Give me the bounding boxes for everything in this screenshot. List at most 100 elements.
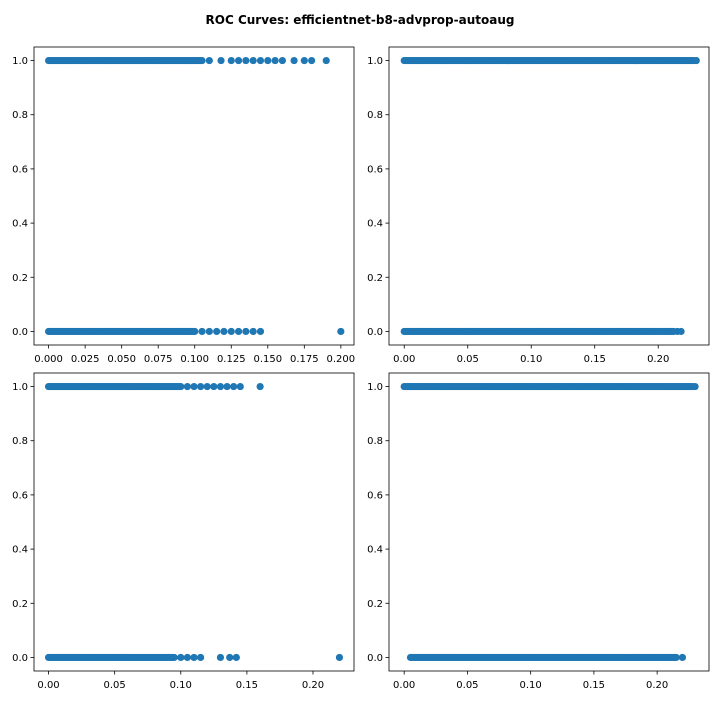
y-tick-label: 0.2 <box>12 273 28 284</box>
x-tick-label: 0.000 <box>34 354 63 365</box>
data-point <box>217 56 225 65</box>
data-point <box>205 327 213 336</box>
subplot-top-left: 0.000 0.025 0.050 0.075 0.100 0.125 0.150 0.175… <box>12 46 355 365</box>
data-point <box>256 56 265 65</box>
y-tick-label: 0.6 <box>367 164 383 175</box>
data-point <box>242 56 250 65</box>
data-point <box>230 382 238 391</box>
x-tick-label: 0.20 <box>302 680 324 691</box>
data-point <box>198 327 206 336</box>
data-point <box>672 653 680 662</box>
y-tick-label: 0.4 <box>367 219 383 230</box>
x-tick-label: 0.125 <box>217 354 246 365</box>
data-point <box>210 382 218 391</box>
data-point <box>191 327 199 336</box>
x-tick-label: 0.175 <box>290 354 319 365</box>
data-point <box>678 653 687 662</box>
x-tick-label: 0.20 <box>646 680 668 691</box>
data-point <box>249 56 257 65</box>
data-point <box>232 653 240 662</box>
y-tick-label: 0.0 <box>367 653 383 664</box>
subplot-top-left-frame <box>33 46 355 346</box>
y-tick-label: 0.4 <box>12 219 28 230</box>
data-point <box>223 382 231 391</box>
y-tick-label: 0.0 <box>12 653 28 664</box>
data-point <box>256 327 265 336</box>
figure-title: ROC Curves: efficientnet-b8-advprop-auto… <box>206 13 515 27</box>
data-point <box>190 653 198 662</box>
subplot-top-right-frame <box>388 46 710 346</box>
data-point <box>256 382 264 391</box>
x-tick-label: 0.00 <box>393 680 415 691</box>
x-tick-label: 0.20 <box>647 354 669 365</box>
y-tick-label: 0.8 <box>12 110 28 121</box>
data-point <box>236 382 244 391</box>
subplot-bottom-right-series-y0 <box>406 653 687 662</box>
y-tick-label: 0.4 <box>12 545 28 556</box>
subplot-bottom-left-frame <box>33 372 355 672</box>
subplot-bottom-left-series-y0 <box>44 653 344 662</box>
y-tick-label: 0.2 <box>367 273 383 284</box>
x-tick-label: 0.100 <box>180 354 209 365</box>
y-tick-label: 0.8 <box>367 110 383 121</box>
y-tick-label: 1.0 <box>12 56 28 67</box>
y-tick-label: 0.8 <box>367 436 383 447</box>
data-point <box>170 653 178 662</box>
data-point <box>183 382 191 391</box>
data-point <box>692 56 700 65</box>
subplot-bottom-left-points <box>44 382 344 662</box>
data-point <box>203 382 211 391</box>
subplot-top-right-series-y0 <box>400 327 685 336</box>
data-point <box>691 382 699 391</box>
y-tick-label: 0.0 <box>12 327 28 338</box>
data-point <box>300 56 308 65</box>
y-tick-label: 1.0 <box>367 382 383 393</box>
data-point <box>177 382 185 391</box>
data-point <box>249 327 257 336</box>
subplot-top-left-series-y1 <box>45 56 330 65</box>
data-point <box>227 327 235 336</box>
y-tick-label: 1.0 <box>367 56 383 67</box>
y-tick-label: 0.2 <box>12 599 28 610</box>
data-point <box>290 56 298 65</box>
subplot-bottom-right-frame <box>388 372 710 672</box>
data-point <box>335 653 344 662</box>
data-point <box>227 56 235 65</box>
data-point <box>677 327 685 336</box>
subplot-top-right-points <box>400 56 700 336</box>
subplot-top-right: 0.00 0.05 0.10 0.15 0.20 0.0 0.2 0.4 0.6 0.8 1.0 <box>367 46 710 365</box>
data-point <box>234 56 243 65</box>
data-point <box>190 382 198 391</box>
x-tick-label: 0.15 <box>236 680 258 691</box>
x-tick-label: 0.025 <box>71 354 100 365</box>
x-tick-label: 0.00 <box>37 680 59 691</box>
x-tick-label: 0.05 <box>456 680 478 691</box>
data-point <box>242 327 250 336</box>
subplot-top-left-series-y0 <box>45 327 345 336</box>
data-point <box>337 327 345 336</box>
data-point <box>177 653 185 662</box>
data-point <box>234 327 243 336</box>
data-point <box>278 56 286 65</box>
x-tick-label: 0.075 <box>144 354 173 365</box>
subplot-bottom-right-points <box>400 382 699 662</box>
x-tick-label: 0.10 <box>520 680 542 691</box>
data-point <box>213 327 221 336</box>
data-point <box>220 327 228 336</box>
data-point <box>197 382 205 391</box>
data-point <box>226 653 234 662</box>
x-tick-label: 0.10 <box>520 354 542 365</box>
x-tick-label: 0.10 <box>170 680 192 691</box>
subplot-bottom-left: 0.00 0.05 0.10 0.15 0.20 0.0 0.2 0.4 0.6 0.8 1.0 <box>12 372 355 691</box>
x-tick-label: 0.150 <box>253 354 282 365</box>
data-point <box>198 56 206 65</box>
data-point <box>205 56 213 65</box>
data-point <box>183 653 191 662</box>
x-tick-label: 0.15 <box>583 680 605 691</box>
subplot-bottom-right: 0.00 0.05 0.10 0.15 0.20 0.0 0.2 0.4 0.6 0.8 1.0 <box>367 372 710 691</box>
subplot-bottom-right-series-y1 <box>400 382 699 391</box>
y-tick-label: 0.4 <box>367 545 383 556</box>
subplot-top-right-series-y1 <box>400 56 700 65</box>
